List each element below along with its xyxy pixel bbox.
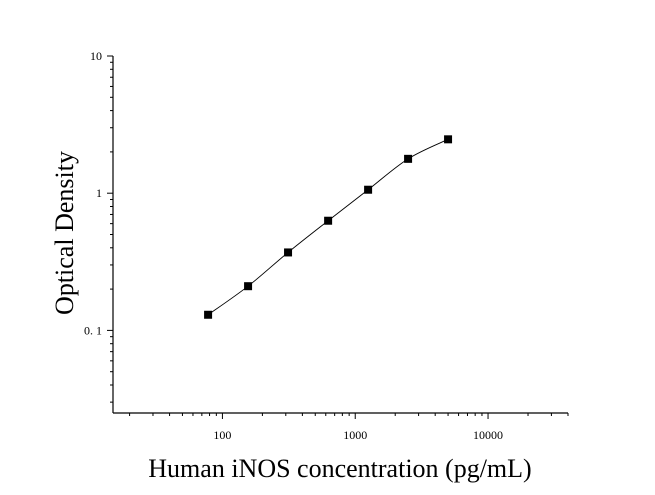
axes: 100 1000 10000 0. 1 1 10	[84, 49, 569, 442]
y-tick-label: 10	[90, 49, 102, 63]
y-tick-label: 0. 1	[84, 323, 102, 337]
data-point	[244, 282, 253, 291]
data-point	[204, 310, 213, 319]
data-point	[284, 248, 293, 257]
y-tick-label: 1	[96, 186, 102, 200]
data-point	[364, 185, 373, 194]
data-point	[404, 154, 413, 163]
x-tick-label: 100	[213, 428, 231, 442]
x-tick-label: 10000	[473, 428, 503, 442]
data-point	[444, 135, 453, 144]
x-axis-title: Human iNOS concentration (pg/mL)	[148, 454, 531, 483]
x-tick-label: 1000	[343, 428, 367, 442]
y-axis-title: Optical Density	[50, 151, 79, 315]
data-points-layer	[204, 135, 453, 319]
data-point	[324, 216, 333, 225]
